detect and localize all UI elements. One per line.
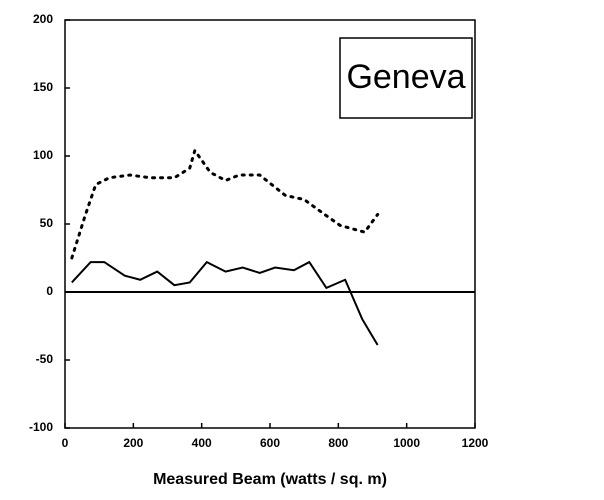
- x-tick-label: 1000: [393, 436, 420, 450]
- x-tick-label: 800: [328, 436, 348, 450]
- x-tick-label: 400: [192, 436, 212, 450]
- y-tick-label: 200: [33, 12, 53, 26]
- y-tick-label: -50: [36, 352, 54, 366]
- x-tick-label: 0: [62, 436, 69, 450]
- x-tick-label: 600: [260, 436, 280, 450]
- x-tick-label: 1200: [462, 436, 489, 450]
- y-tick-label: 50: [40, 216, 54, 230]
- y-tick-label: 150: [33, 80, 53, 94]
- line-series: [70, 147, 380, 260]
- y-tick-label: 0: [46, 284, 53, 298]
- annotation: Geneva: [346, 58, 465, 96]
- y-tick-label: 100: [33, 148, 53, 162]
- x-axis-label: Measured Beam (watts / sq. m): [153, 471, 387, 488]
- annotation-box: [339, 37, 473, 119]
- x-tick-label: 200: [123, 436, 143, 450]
- line-series: [71, 260, 379, 346]
- y-tick-label: -100: [29, 420, 53, 434]
